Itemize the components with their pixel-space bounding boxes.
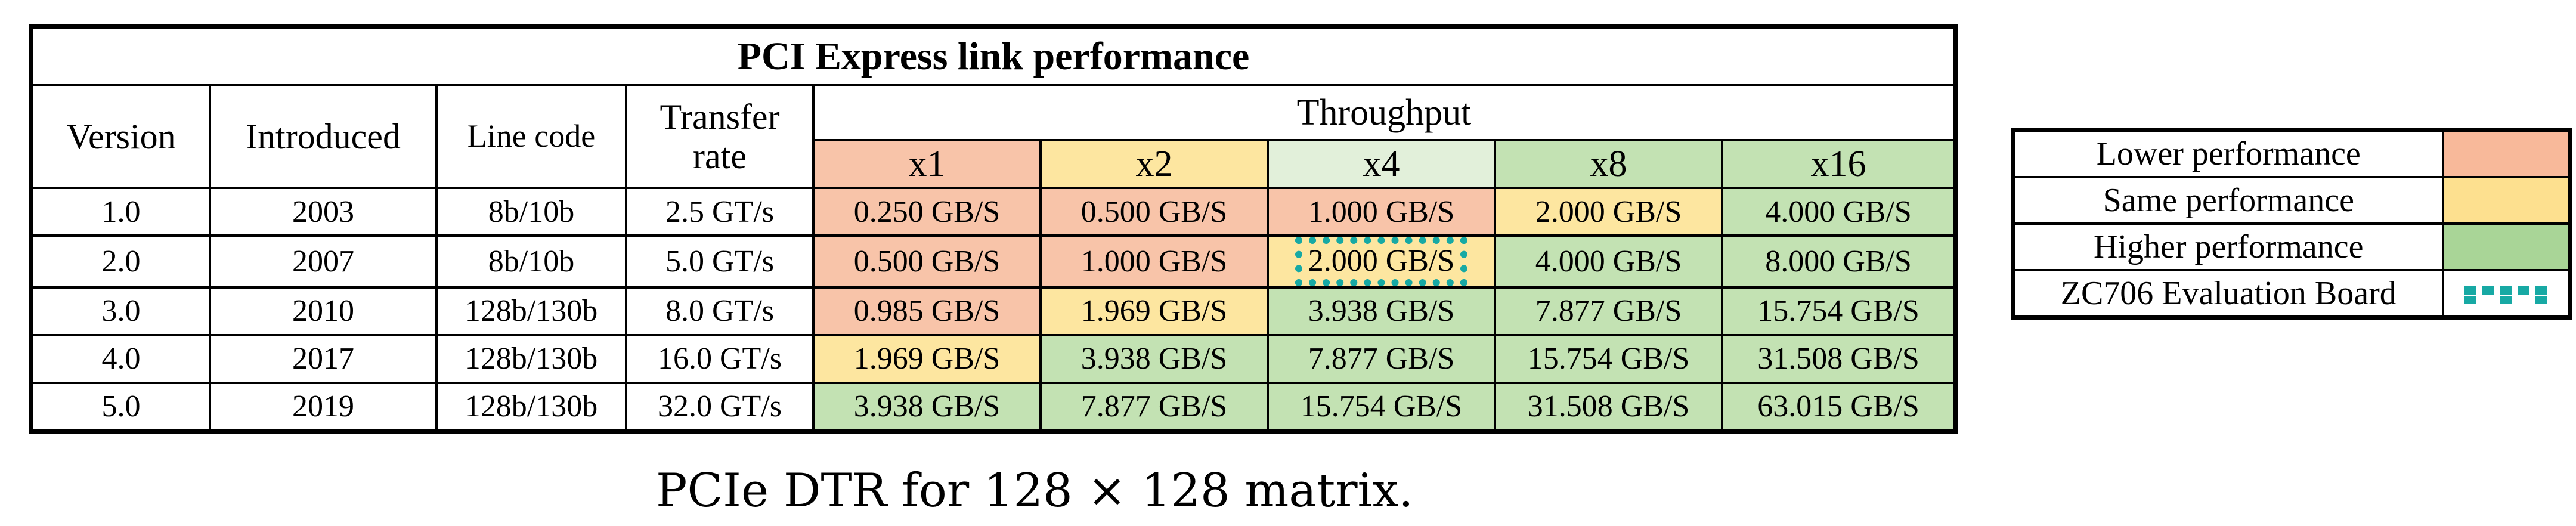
table-body: 1.0 2003 8b/10b 2.5 GT/s 0.250 GB/S 0.500 GB/…	[29, 187, 1959, 434]
header-throughput: Throughput	[812, 84, 1959, 141]
legend-swatch-same	[2441, 176, 2572, 225]
throughput-cell-x16: 8.000 GB/S	[1720, 234, 1959, 289]
legend-item: ZC706 Evaluation Board	[2011, 269, 2572, 320]
throughput-cell-x16: 31.508 GB/S	[1720, 333, 1959, 384]
throughput-cell-x4: 15.754 GB/S	[1267, 381, 1496, 434]
version-cell: 3.0	[29, 286, 211, 336]
throughput-cell-x1: 1.969 GB/S	[812, 333, 1042, 384]
legend-item: Higher performance	[2011, 222, 2572, 271]
table-row: 3.0 2010 128b/130b 8.0 GT/s 0.985 GB/S 1.969 …	[29, 286, 1959, 336]
header-transfer-rate-line1: Transfer	[660, 97, 780, 137]
line-code-cell: 128b/130b	[435, 333, 627, 384]
transfer-rate-cell: 16.0 GT/s	[625, 333, 815, 384]
table-row: 2.0 2007 8b/10b 5.0 GT/s 0.500 GB/S 1.000 GB/…	[29, 234, 1959, 289]
header-transfer-rate: Transfer rate	[625, 84, 815, 189]
transfer-rate-cell: 2.5 GT/s	[625, 187, 815, 237]
figure-caption: PCIe DTR for 128 × 128 matrix.	[656, 464, 1414, 518]
legend-swatch-board	[2441, 269, 2572, 320]
version-cell: 2.0	[29, 234, 211, 289]
line-code-cell: 8b/10b	[435, 187, 627, 237]
throughput-cell-x4: 1.000 GB/S	[1267, 187, 1496, 237]
legend-label-lower: Lower performance	[2011, 128, 2444, 178]
legend: Lower performance Same performance Highe…	[2011, 128, 2572, 320]
introduced-cell: 2019	[209, 381, 438, 434]
header-line-code: Line code	[435, 84, 627, 189]
legend-item: Same performance	[2011, 176, 2572, 225]
line-code-cell: 128b/130b	[435, 286, 627, 336]
header-lane-x2: x2	[1039, 139, 1269, 189]
throughput-cell-x8: 7.877 GB/S	[1494, 286, 1723, 336]
throughput-cell-x1: 3.938 GB/S	[812, 381, 1042, 434]
introduced-cell: 2017	[209, 333, 438, 384]
header-lane-x16: x16	[1720, 139, 1959, 189]
throughput-cell-x2: 1.969 GB/S	[1039, 286, 1269, 336]
header-version: Version	[29, 84, 211, 189]
header-lane-x8: x8	[1494, 139, 1723, 189]
throughput-cell-x8: 4.000 GB/S	[1494, 234, 1723, 289]
throughput-cell-x8: 15.754 GB/S	[1494, 333, 1723, 384]
introduced-cell: 2010	[209, 286, 438, 336]
throughput-cell-x2: 0.500 GB/S	[1039, 187, 1269, 237]
throughput-cell-x4: 3.938 GB/S	[1267, 286, 1496, 336]
line-code-cell: 128b/130b	[435, 381, 627, 434]
header-introduced: Introduced	[209, 84, 438, 189]
dotted-marker-icon	[2464, 286, 2548, 304]
throughput-cell-x2: 7.877 GB/S	[1039, 381, 1269, 434]
table-title: PCI Express link performance	[28, 24, 1959, 86]
header-lane-x4: x4	[1267, 139, 1496, 189]
introduced-cell: 2003	[209, 187, 438, 237]
transfer-rate-cell: 32.0 GT/s	[625, 381, 815, 434]
throughput-cell-x16: 4.000 GB/S	[1720, 187, 1959, 237]
throughput-cell-x1: 0.985 GB/S	[812, 286, 1042, 336]
legend-label-higher: Higher performance	[2011, 222, 2444, 271]
legend-label-same: Same performance	[2011, 176, 2444, 225]
throughput-cell-x8: 31.508 GB/S	[1494, 381, 1723, 434]
throughput-cell-x8: 2.000 GB/S	[1494, 187, 1723, 237]
header-lane-x1: x1	[812, 139, 1042, 189]
introduced-cell: 2007	[209, 234, 438, 289]
line-code-cell: 8b/10b	[435, 234, 627, 289]
zc706-highlighted-value: 2.000 GB/S	[1295, 237, 1468, 285]
header-transfer-rate-line2: rate	[693, 137, 747, 176]
throughput-cell-x16: 63.015 GB/S	[1720, 381, 1959, 434]
table-row: 1.0 2003 8b/10b 2.5 GT/s 0.250 GB/S 0.500 GB/…	[29, 187, 1959, 237]
pcie-performance-table: PCI Express link performance Version Int…	[28, 24, 1959, 434]
table-row: 5.0 2019 128b/130b 32.0 GT/s 3.938 GB/S 7.877…	[29, 381, 1959, 434]
throughput-cell-x1: 0.250 GB/S	[812, 187, 1042, 237]
version-cell: 1.0	[29, 187, 211, 237]
throughput-cell-x2: 3.938 GB/S	[1039, 333, 1269, 384]
transfer-rate-cell: 8.0 GT/s	[625, 286, 815, 336]
throughput-cell-x1: 0.500 GB/S	[812, 234, 1042, 289]
throughput-cell-x16: 15.754 GB/S	[1720, 286, 1959, 336]
table-row: 4.0 2017 128b/130b 16.0 GT/s 1.969 GB/S 3.938…	[29, 333, 1959, 384]
throughput-cell-x4: 2.000 GB/S	[1267, 234, 1496, 289]
legend-swatch-lower	[2441, 128, 2572, 178]
throughput-cell-x2: 1.000 GB/S	[1039, 234, 1269, 289]
version-cell: 5.0	[29, 381, 211, 434]
legend-swatch-higher	[2441, 222, 2572, 271]
legend-label-board: ZC706 Evaluation Board	[2011, 269, 2444, 320]
legend-item: Lower performance	[2011, 128, 2572, 178]
throughput-cell-x4: 7.877 GB/S	[1267, 333, 1496, 384]
transfer-rate-cell: 5.0 GT/s	[625, 234, 815, 289]
version-cell: 4.0	[29, 333, 211, 384]
